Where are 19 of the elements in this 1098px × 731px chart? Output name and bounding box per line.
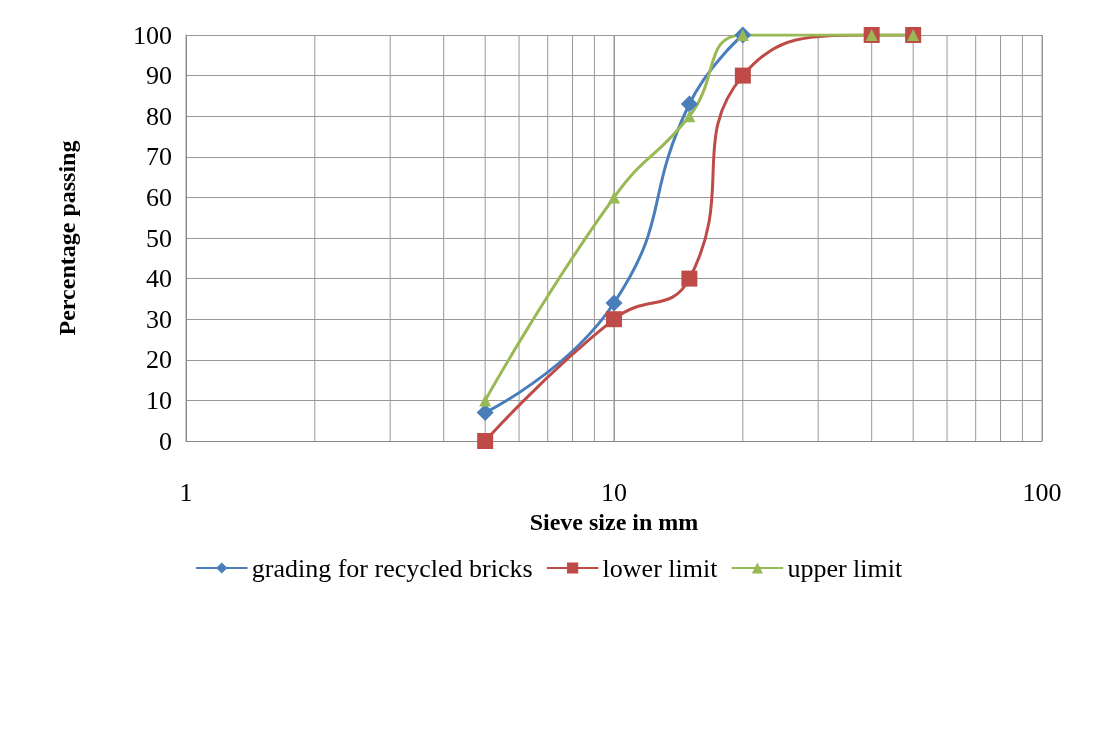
y-tick-label: 100 xyxy=(133,20,172,50)
y-tick-label: 50 xyxy=(146,223,172,253)
x-tick-label: 100 xyxy=(1022,477,1062,507)
y-tick-label: 80 xyxy=(146,101,172,131)
y-tick-label: 0 xyxy=(159,426,172,456)
y-tick-label: 40 xyxy=(146,264,172,294)
legend-label: lower limit xyxy=(602,553,719,583)
y-tick-label: 20 xyxy=(146,345,172,375)
x-tick-label: 1 xyxy=(179,477,193,507)
y-tick-label: 90 xyxy=(146,61,172,91)
x-tick-label: 10 xyxy=(601,477,627,507)
legend-label: upper limit xyxy=(787,553,903,583)
y-axis-title: Percentage passing xyxy=(54,140,80,336)
y-tick-label: 10 xyxy=(146,385,172,415)
legend-label: grading for recycled bricks xyxy=(251,553,533,583)
y-tick-label: 60 xyxy=(146,182,172,212)
x-axis-title: Sieve size in mm xyxy=(529,508,699,535)
y-tick-label: 30 xyxy=(146,304,172,334)
y-tick-label: 70 xyxy=(146,142,172,172)
